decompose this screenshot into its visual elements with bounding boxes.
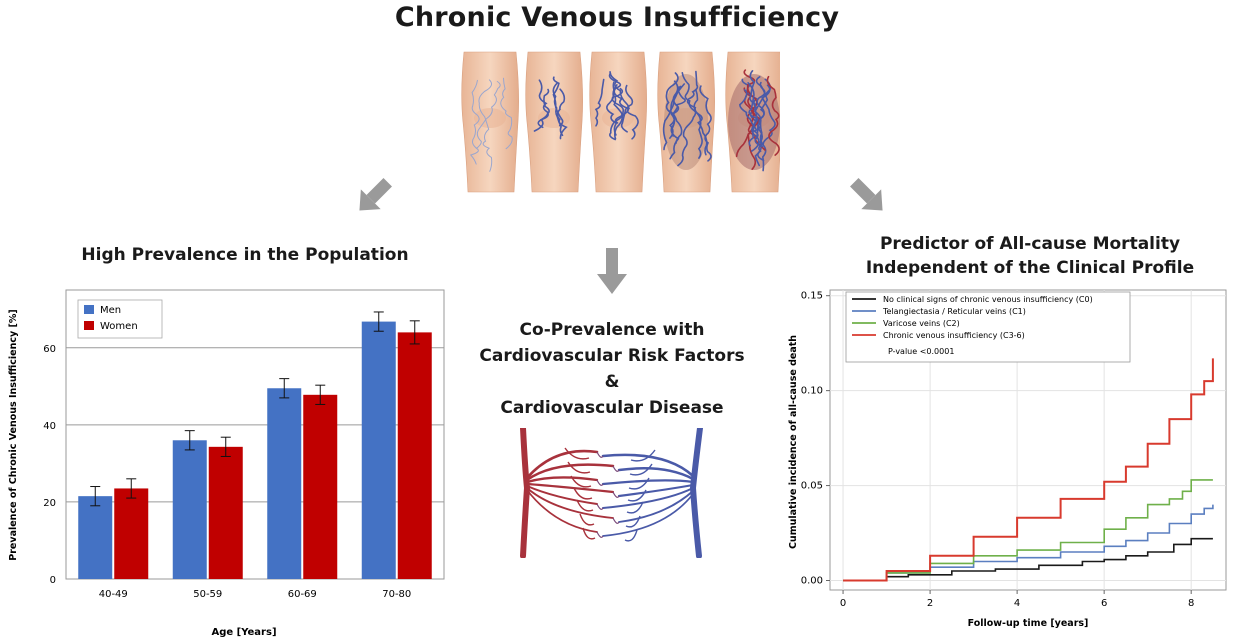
mortality-title-line: Predictor of All-cause Mortality [879,234,1181,254]
error-bar [90,486,101,507]
x-axis-label: Age [Years] [211,627,276,638]
bar-women-70-80 [397,332,432,579]
y-tick-label: 20 [43,498,56,509]
error-bar [315,384,326,405]
y-tick-label: 0.05 [801,481,823,492]
leg-illustration [589,51,647,193]
main-title: Chronic Venous Insufficiency [394,2,840,33]
y-tick-label: 0.15 [801,291,823,302]
error-bar [279,378,290,399]
x-tick-label: 50-59 [193,589,222,600]
bar-women-50-59 [208,446,243,579]
bar-women-40-49 [114,488,149,579]
p-value-annotation: P-value <0.0001 [888,347,954,356]
prevalence-bar-chart: 0 20 40 60 40-49 50-59 60-69 70-80 Men Women Ag… [8,289,445,638]
x-tick-label: 6 [1101,598,1107,609]
arrow-down-right-icon [850,178,883,211]
leg-illustration [725,51,780,193]
arrow-down-left-icon [359,178,392,211]
y-axis-label: Prevalence of Chronic Venous Insufficien… [8,309,19,560]
error-bar [373,311,384,332]
x-tick-label: 8 [1188,598,1194,609]
legend-swatch-women [84,321,94,330]
x-axis-label: Follow-up time [years] [968,618,1089,629]
x-tick-label: 60-69 [288,589,317,600]
y-tick-label: 0.10 [801,386,823,397]
leg-illustrations [461,51,780,193]
leg-illustration [525,51,583,193]
vascular-network-illustration [520,428,703,558]
leg-illustration [657,51,715,193]
mortality-title: Predictor of All-cause Mortality Indepen… [830,232,1230,280]
prevalence-title: High Prevalence in the Population [81,245,409,265]
co-prevalence-text: Co-Prevalence with Cardiovascular Risk F… [472,318,752,422]
leg-illustration [461,51,519,193]
x-tick-label: 4 [1014,598,1020,609]
legend-label-men: Men [100,305,121,316]
co-prevalence-line: Cardiovascular Risk Factors [479,346,745,366]
y-tick-label: 40 [43,421,56,432]
legend-label-c0: No clinical signs of chronic venous insu… [883,295,1093,304]
km-series-line-c0 [843,537,1213,582]
mortality-line-chart: 0 2 4 6 8 0.00 0.05 0.10 0.15 No clinical signs … [788,289,1227,629]
arrow-down-icon [597,248,627,294]
error-bar [220,436,231,457]
y-tick-label: 0.00 [801,576,823,587]
legend-label-women: Women [100,321,138,332]
error-bar [184,430,195,451]
x-tick-label: 40-49 [99,589,128,600]
bar-men-50-59 [172,440,207,579]
y-tick-label: 0 [50,575,56,586]
co-prevalence-line: & [604,372,620,392]
x-tick-label: 2 [927,598,933,609]
co-prevalence-line: Co-Prevalence with [519,320,705,340]
y-axis-label: Cumulative incidence of all-cause death [788,335,799,549]
bar-women-60-69 [303,394,338,579]
mortality-title-line: Independent of the Clinical Profile [865,258,1195,278]
legend-label-c1: Telangiectasia / Reticular veins (C1) [882,307,1026,316]
vein [689,428,703,558]
error-bar [409,320,420,345]
x-tick-label: 70-80 [382,589,411,600]
legend-label-c2: Varicose veins (C2) [883,319,960,328]
artery [520,428,531,558]
x-tick-label: 0 [840,598,846,609]
y-tick-label: 60 [43,344,56,355]
co-prevalence-line: Cardiovascular Disease [500,398,724,418]
error-bar [126,478,137,499]
km-series-line-c3 [843,358,1214,582]
legend-swatch-men [84,305,94,314]
bar-men-40-49 [78,496,113,579]
bar-men-60-69 [267,388,302,579]
bar-men-70-80 [361,321,396,579]
legend-box [845,291,1131,363]
legend-label-c3: Chronic venous insufficiency (C3-6) [883,331,1025,340]
